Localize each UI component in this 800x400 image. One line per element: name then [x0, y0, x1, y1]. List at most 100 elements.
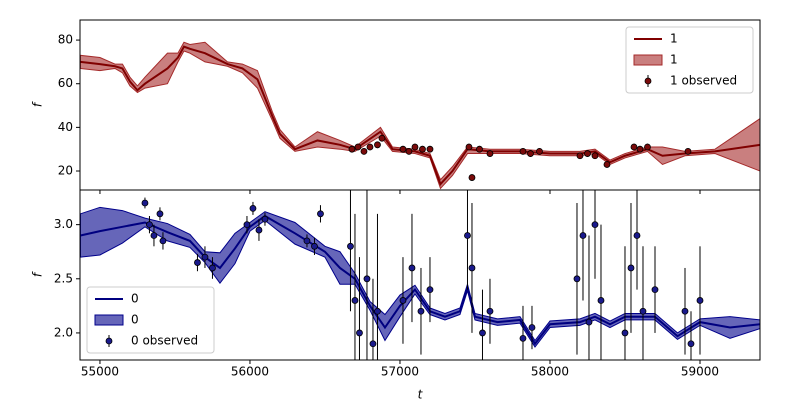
legend-label: 1 observed	[670, 74, 737, 88]
x-tick-label: 56000	[231, 365, 269, 379]
observed-point	[159, 237, 167, 245]
observed-point	[374, 307, 381, 315]
observed-point	[374, 141, 381, 149]
observed-point	[597, 297, 605, 304]
observed-point	[408, 264, 416, 272]
observed-point	[317, 210, 324, 218]
observed-point	[411, 143, 419, 151]
observed-point	[486, 307, 494, 315]
x-tick-label: 58000	[531, 365, 569, 379]
y-tick-label: 20	[58, 164, 73, 178]
observed-point	[696, 297, 704, 304]
observed-point	[405, 147, 413, 155]
axes-frame	[79, 189, 761, 361]
y-axis-label: f	[31, 101, 45, 107]
legend-patch	[94, 314, 124, 326]
observed-point	[479, 329, 486, 337]
observed-point	[636, 145, 644, 153]
observed-point	[426, 286, 434, 294]
legend-box	[625, 26, 754, 94]
observed-point	[519, 334, 527, 342]
observed-point	[527, 150, 534, 157]
observed-point	[249, 205, 257, 212]
observed-point	[156, 210, 164, 218]
mean-line	[80, 45, 760, 186]
observed-point	[351, 297, 359, 304]
observed-point	[468, 174, 476, 181]
observed-point	[146, 221, 153, 229]
observed-point	[684, 147, 692, 155]
legend-label: 0 observed	[131, 334, 198, 348]
observed-point	[369, 340, 377, 348]
observed-point	[627, 264, 635, 272]
observed-point	[426, 145, 434, 153]
y-tick-label: 2.5	[54, 271, 73, 285]
observed-point	[354, 143, 362, 151]
observed-point	[476, 145, 483, 153]
observed-point	[360, 147, 368, 155]
y-axis-label: f	[31, 271, 45, 277]
observed-point	[378, 134, 386, 142]
y-tick-label: 3.0	[54, 217, 73, 231]
x-tick-label: 59000	[681, 365, 719, 379]
legend-label: 0	[131, 292, 139, 306]
plot-area	[80, 41, 760, 190]
y-tick-label: 60	[58, 76, 73, 90]
observed-point	[644, 143, 651, 151]
observed-point	[536, 147, 543, 155]
observed-point	[303, 237, 311, 245]
observed-point	[311, 242, 318, 250]
observed-point	[519, 147, 527, 155]
observed-point	[209, 264, 216, 272]
legend-marker	[105, 337, 113, 345]
observed-point	[681, 307, 689, 315]
y-tick-label: 2.0	[54, 325, 73, 339]
observed-point	[255, 226, 263, 234]
x-axis-label: t	[418, 388, 424, 400]
observed-point	[585, 318, 593, 326]
observed-point	[417, 307, 425, 315]
observed-point	[621, 329, 629, 337]
observed-point	[584, 150, 591, 157]
observed-point	[356, 329, 363, 337]
observed-point	[419, 145, 426, 153]
observed-point	[591, 221, 599, 229]
observed-point	[573, 275, 581, 283]
observed-point	[579, 232, 587, 239]
observed-point	[201, 253, 209, 261]
observed-point	[464, 232, 471, 239]
observed-point	[348, 145, 356, 153]
observed-point	[591, 152, 599, 160]
observed-point	[486, 150, 494, 157]
legend-box	[86, 286, 215, 354]
observed-point	[141, 199, 149, 207]
observed-point	[194, 259, 201, 266]
observed-point	[366, 143, 374, 151]
observed-point	[633, 232, 641, 239]
x-tick-label: 57000	[381, 365, 419, 379]
plot-area	[80, 190, 760, 360]
observed-point	[603, 161, 611, 168]
observed-point	[468, 264, 476, 272]
y-tick-label: 40	[58, 120, 73, 134]
y-tick-label: 80	[58, 33, 73, 47]
observed-point	[261, 215, 269, 223]
observed-point	[651, 286, 659, 294]
legend-label: 1	[670, 32, 678, 46]
observed-point	[630, 143, 638, 151]
legend-marker	[644, 77, 652, 85]
observed-point	[528, 324, 536, 331]
observed-point	[347, 242, 354, 250]
observed-point	[399, 297, 407, 304]
observed-point	[576, 152, 584, 160]
legend-label: 1	[670, 53, 678, 67]
observed-point	[687, 340, 695, 348]
observed-point	[243, 221, 251, 229]
x-tick-label: 55000	[81, 365, 119, 379]
observed-point	[465, 143, 473, 151]
observed-point	[363, 275, 371, 283]
observed-point	[399, 145, 407, 153]
confidence-band	[80, 206, 760, 348]
